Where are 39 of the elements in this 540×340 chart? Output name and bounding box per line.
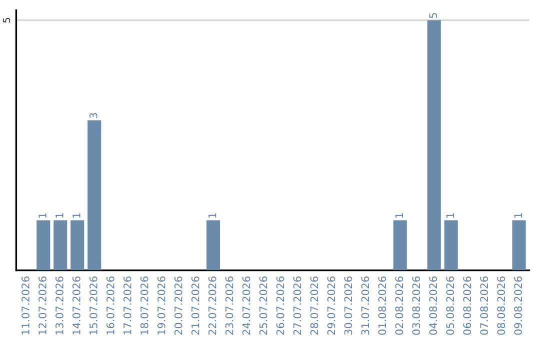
data-label: 1 [514,213,522,218]
x-tick-label: 04.08.2026 [429,276,438,335]
x-tick-label: 07.08.2026 [480,276,488,335]
x-tick-label: 14.07.2026 [72,276,80,334]
x-tick-label: 13.07.2026 [56,276,64,334]
data-label: 1 [38,213,46,218]
x-tick-label: 30.07.2026 [344,276,352,335]
x-tick-label: 19.07.2026 [157,276,166,334]
x-tick-label: 12.07.2026 [38,276,46,334]
x-tick-label: 24.07.2026 [242,276,250,335]
x-tick-label: 11.07.2026 [22,276,30,334]
x-tick-label: 31.07.2026 [361,276,370,335]
x-tick-label: 15.07.2026 [89,276,98,334]
x-tick-label: 06.08.2026 [463,276,472,335]
x-tick-label: 29.07.2026 [327,276,336,335]
data-label: 1 [72,213,80,218]
x-tick-label: 25.07.2026 [259,276,268,335]
data-label: 1 [395,213,403,218]
x-tick-label: 18.07.2026 [140,276,148,334]
data-label: 1 [208,213,216,218]
x-tick-label: 16.07.2026 [106,276,114,334]
data-label: 1 [446,213,454,218]
x-tick-label: 20.07.2026 [174,276,182,335]
x-tick-label: 17.07.2026 [123,276,132,334]
x-tick-label: 23.07.2026 [225,276,234,335]
x-tick-label: 26.07.2026 [276,276,284,335]
data-label: 1 [56,213,64,218]
data-label: 5 [429,13,438,18]
x-tick-label: 01.08.2026 [378,276,386,335]
x-tick-label: 21.07.2026 [191,276,200,335]
x-tick-label: 03.08.2026 [412,276,420,335]
x-tick-label: 08.08.2026 [497,276,506,335]
x-tick-label: 09.08.2026 [514,276,522,335]
x-tick-label: 28.07.2026 [310,276,318,335]
x-tick-label: 22.07.2026 [208,276,216,335]
x-tick-label: 05.08.2026 [446,276,454,335]
x-tick-label: 27.07.2026 [293,276,302,335]
x-tick-label: 02.08.2026 [395,276,404,335]
data-label: 3 [89,113,98,118]
